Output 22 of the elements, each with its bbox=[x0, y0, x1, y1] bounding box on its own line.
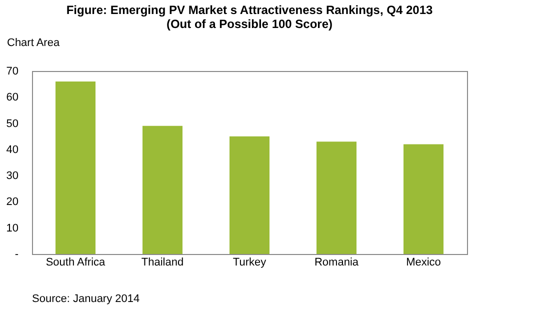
x-tick-label: Mexico bbox=[406, 256, 441, 268]
source-note: Source: January 2014 bbox=[32, 293, 140, 305]
bar bbox=[142, 126, 182, 254]
bar bbox=[316, 142, 356, 254]
y-tick-label: 20 bbox=[6, 196, 18, 208]
y-tick-label: 30 bbox=[6, 170, 18, 182]
bar bbox=[230, 136, 270, 254]
text: (Out of a Possible 100 Score) bbox=[166, 17, 333, 31]
bar bbox=[404, 144, 444, 254]
y-tick-label: 40 bbox=[6, 144, 18, 156]
y-tick-label: 70 bbox=[6, 66, 18, 78]
x-tick-label: Romania bbox=[314, 256, 360, 268]
y-tick-label: - bbox=[14, 248, 19, 260]
x-tick-label: Thailand bbox=[141, 256, 184, 268]
bar bbox=[56, 81, 96, 254]
y-tick-label: 60 bbox=[6, 92, 18, 104]
y-tick-label: 10 bbox=[6, 222, 18, 234]
x-tick-label: Turkey bbox=[232, 256, 267, 268]
y-tick-label: 50 bbox=[6, 118, 18, 130]
x-tick-label: South Africa bbox=[46, 256, 106, 268]
text: Chart Area bbox=[7, 37, 60, 49]
text: Figure: Emerging PV Market s Attractiveness Rankings, Q4 2013 bbox=[66, 3, 433, 17]
